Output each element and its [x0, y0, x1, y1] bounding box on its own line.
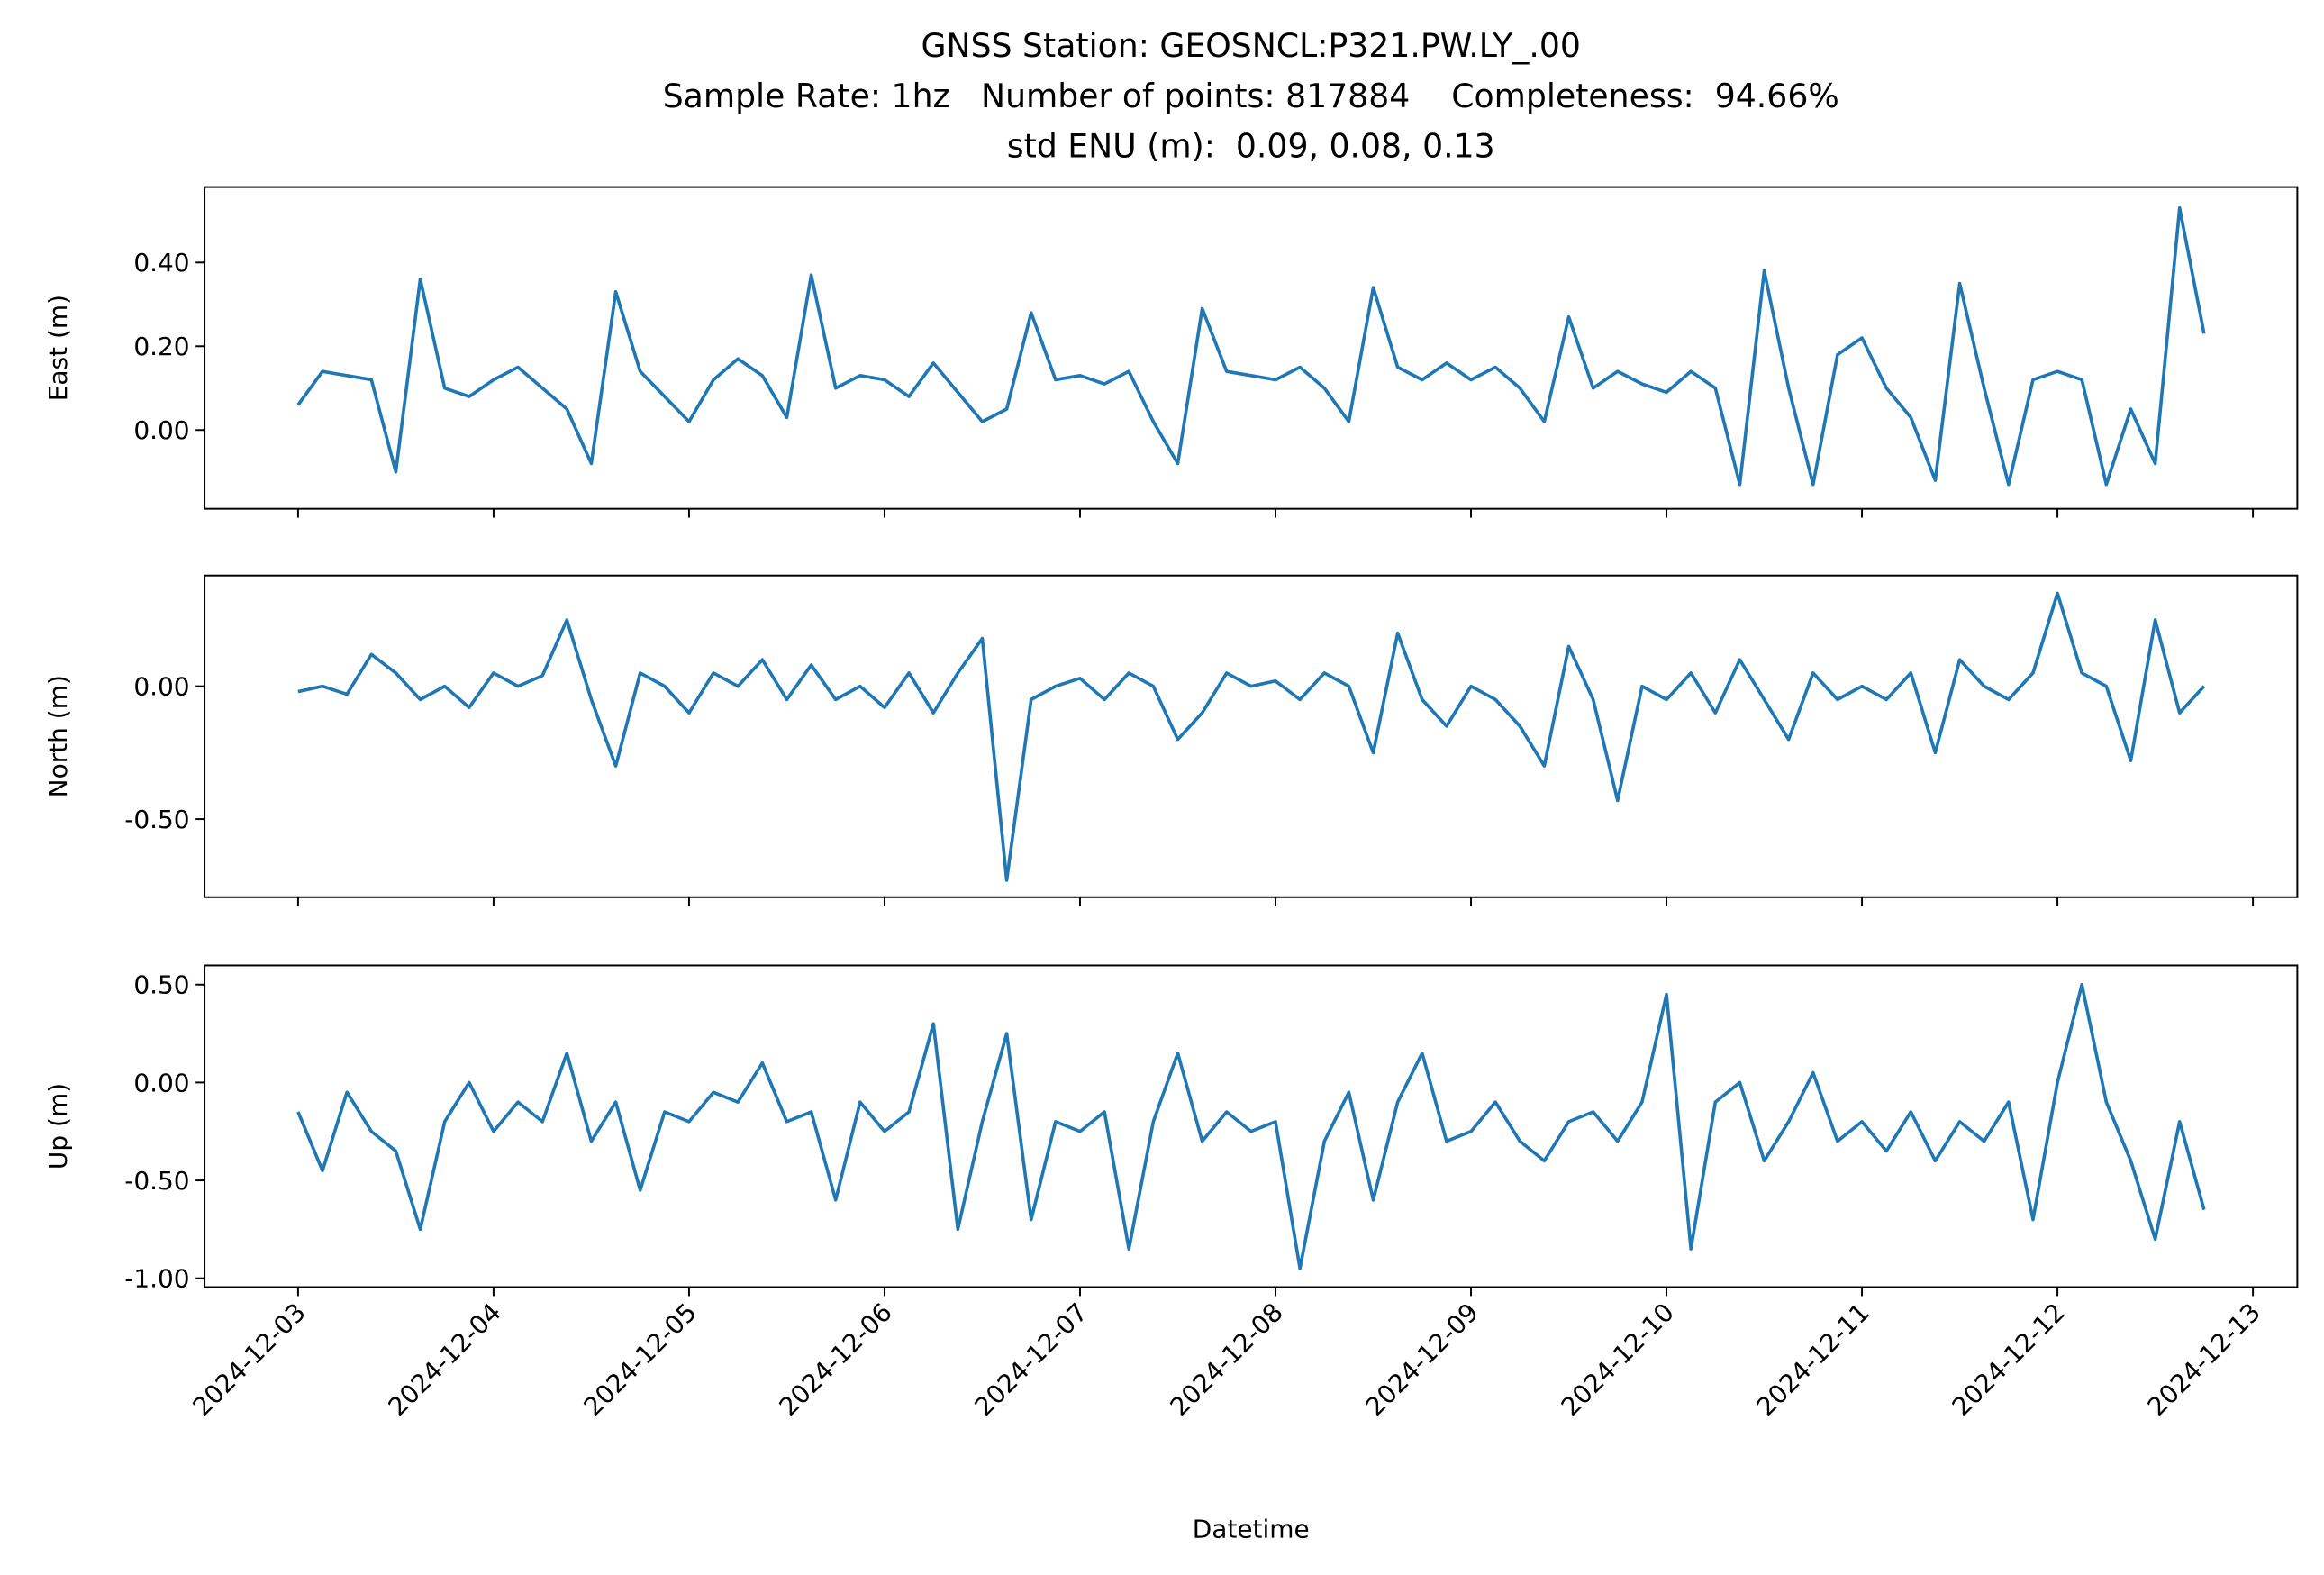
axes-frame [204, 186, 2299, 510]
y-tick-label: -0.50 [124, 805, 189, 834]
y-tick-label: 0.00 [133, 415, 189, 445]
x-axis-label: Datetime [1193, 1515, 1310, 1544]
y-tick-label: -1.00 [124, 1264, 189, 1294]
data-line [297, 591, 2206, 882]
x-tick-label: 2024-12-13 [2142, 1297, 2266, 1422]
x-tick-label: 2024-12-11 [1751, 1297, 1875, 1422]
y-tick-label: 0.20 [133, 332, 189, 361]
x-tick-label: 2024-12-09 [1360, 1297, 1484, 1422]
y-axis-label: East (m) [43, 295, 73, 401]
x-tick-label: 2024-12-12 [1947, 1297, 2071, 1422]
x-tick-label: 2024-12-04 [382, 1297, 506, 1422]
y-tick-label: 0.40 [133, 248, 189, 278]
data-line [296, 982, 2206, 1270]
x-tick-label: 2024-12-08 [1165, 1297, 1289, 1422]
x-tick-label: 2024-12-07 [969, 1297, 1094, 1422]
axes-frame [204, 574, 2299, 898]
x-tick-label: 2024-12-06 [774, 1297, 898, 1422]
x-tick-label: 2024-12-10 [1556, 1297, 1680, 1422]
chart-subtitle: Sample Rate: 1hz Number of points: 81788… [663, 77, 1839, 115]
axes-frame [204, 964, 2299, 1288]
x-tick-label: 2024-12-05 [577, 1297, 702, 1422]
y-tick-label: 0.50 [133, 970, 189, 1000]
data-line [296, 206, 2206, 487]
y-tick-label: 0.00 [133, 1068, 189, 1097]
chart-title: GNSS Station: GEOSNCL:P321.PW.LY_.00 [921, 26, 1581, 65]
y-tick-label: -0.50 [124, 1166, 189, 1196]
y-axis-label: Up (m) [43, 1083, 73, 1170]
x-tick-label: 2024-12-03 [186, 1297, 311, 1422]
y-axis-label: North (m) [43, 675, 73, 797]
chart-subtitle: std ENU (m): 0.09, 0.08, 0.13 [1007, 127, 1495, 166]
y-tick-label: 0.00 [133, 672, 189, 702]
